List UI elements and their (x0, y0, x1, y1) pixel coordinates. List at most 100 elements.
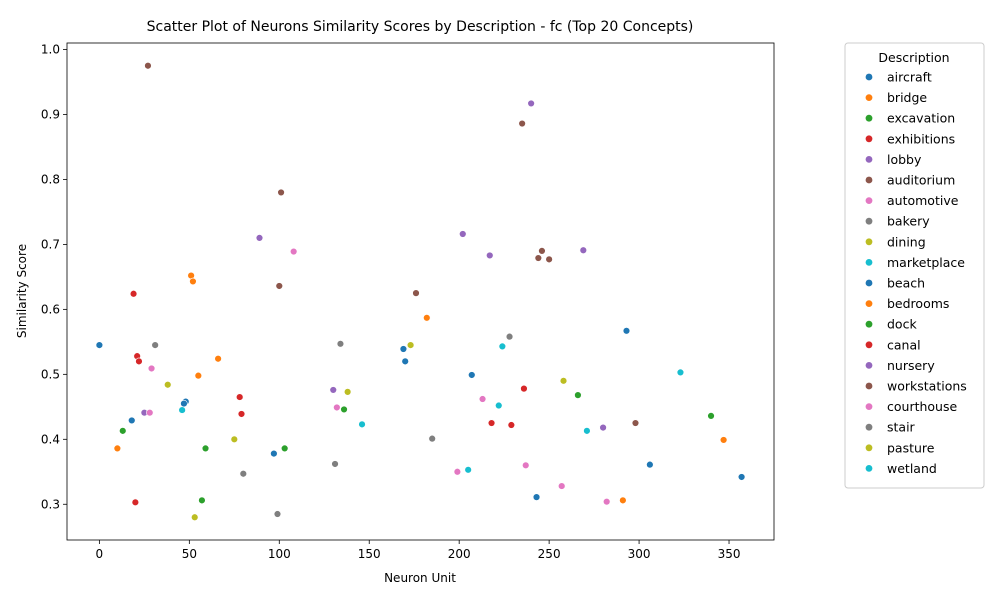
data-point-dining (191, 513, 199, 521)
data-point-dining (164, 381, 172, 389)
y-tick-label: 0.8 (41, 172, 60, 186)
data-point-aircraft (128, 416, 136, 425)
x-tick-label: 350 (718, 547, 741, 561)
plot-area: 0 50 100 150 200 250 300 350 0.3 0.4 0.5 0.6 0.7 0.8… (41, 42, 775, 561)
data-point-auditorium (144, 62, 152, 70)
data-point-marketplace (676, 368, 685, 377)
data-point-exhibitions (520, 384, 528, 393)
data-point-aircraft (270, 449, 278, 458)
y-axis-ticks: 0.3 0.4 0.5 0.6 0.7 0.8 0.9 1.0 (41, 42, 67, 511)
data-point-aircraft (468, 371, 476, 379)
data-point-lobby (579, 246, 588, 254)
legend-title: Description (878, 50, 949, 65)
x-tick-label: 250 (538, 547, 561, 561)
data-point-exhibitions (487, 419, 496, 427)
legend-marker-aircraft (865, 73, 873, 81)
data-point-bridge (113, 444, 122, 453)
legend-marker-excavation (865, 114, 873, 122)
x-tick-label: 200 (448, 547, 471, 561)
data-point-auditorium (538, 247, 546, 255)
data-point-bridge (194, 371, 203, 380)
legend-label-nursery: nursery (887, 358, 935, 373)
data-point-bridge (719, 436, 728, 444)
x-tick-label: 0 (96, 547, 104, 561)
data-point-auditorium (277, 188, 285, 197)
data-point-auditorium (518, 119, 526, 128)
data-point-dining (343, 388, 352, 396)
y-tick-label: 0.6 (41, 302, 60, 316)
data-point-excavation (119, 427, 127, 435)
data-point-auditorium (534, 254, 543, 262)
data-point-beach (180, 399, 188, 408)
data-point-auditorium (631, 419, 640, 427)
data-point-bakery (331, 460, 339, 468)
data-point-automotive (147, 364, 156, 373)
data-point-exhibitions (236, 393, 244, 401)
data-point-excavation (574, 391, 582, 399)
plot-frame (66, 42, 775, 541)
legend-marker-dock (865, 320, 873, 328)
data-point-bakery (336, 340, 345, 348)
data-point-automotive (522, 461, 530, 469)
data-point-marketplace (358, 420, 366, 429)
legend-label-aircraft: aircraft (887, 70, 932, 85)
data-point-marketplace (464, 466, 472, 474)
data-point-excavation (201, 444, 210, 453)
legend-label-lobby: lobby (887, 152, 922, 167)
data-point-excavation (198, 496, 206, 505)
x-axis-label: Neuron Unit (384, 571, 456, 585)
data-point-marketplace (498, 342, 507, 351)
legend-marker-canal (865, 341, 873, 349)
legend-label-automotive: automotive (887, 193, 959, 208)
data-point-exhibitions (507, 421, 516, 429)
data-point-lobby (527, 99, 535, 108)
x-tick-label: 150 (358, 547, 381, 561)
data-point-auditorium (412, 289, 420, 297)
legend-items: aircraft bridge excavation exhibitions lobby… (865, 70, 967, 476)
data-point-bridge (619, 496, 627, 505)
data-point-lobby (599, 423, 607, 432)
data-point-dining (230, 435, 239, 444)
legend-frame (844, 42, 985, 489)
data-point-auditorium (545, 255, 553, 264)
legend-marker-dining (865, 238, 873, 246)
y-tick-label: 1.0 (41, 42, 60, 56)
legend-label-canal: canal (887, 337, 921, 352)
data-point-automotive (602, 497, 611, 506)
data-point-aircraft (646, 460, 654, 469)
data-point-automotive (146, 408, 154, 417)
legend-label-workstations: workstations (887, 379, 967, 394)
data-point-dining (406, 341, 415, 349)
data-point-lobby (486, 251, 494, 260)
x-axis-ticks: 0 50 100 150 200 250 300 350 (96, 540, 741, 561)
data-points (95, 62, 746, 521)
data-point-aircraft (622, 327, 631, 335)
y-tick-label: 0.3 (41, 497, 60, 511)
legend-label-dock: dock (887, 317, 917, 332)
data-point-auditorium (275, 282, 283, 290)
data-point-marketplace (178, 406, 186, 414)
x-tick-label: 300 (628, 547, 651, 561)
data-point-aircraft (399, 345, 408, 353)
data-point-aircraft (95, 341, 104, 349)
data-point-bakery (428, 434, 436, 443)
legend-marker-nursery (865, 362, 873, 369)
y-tick-label: 0.7 (41, 237, 60, 251)
legend-marker-exhibitions (865, 135, 873, 143)
data-point-dining (559, 377, 568, 385)
data-point-lobby (255, 234, 264, 242)
data-point-bridge (214, 355, 222, 363)
chart-title: Scatter Plot of Neurons Similarity Score… (147, 19, 694, 35)
legend-label-marketplace: marketplace (887, 255, 965, 270)
y-axis-label: Similarity Score (15, 244, 29, 338)
legend-marker-beach (865, 279, 873, 287)
data-point-automotive (558, 482, 566, 490)
legend-marker-workstations (865, 382, 873, 390)
data-point-automotive (478, 395, 487, 403)
data-point-bakery (239, 470, 248, 478)
data-point-lobby (329, 386, 337, 394)
data-point-lobby (459, 230, 467, 238)
data-point-bridge (423, 314, 431, 322)
data-point-exhibitions (135, 357, 143, 366)
